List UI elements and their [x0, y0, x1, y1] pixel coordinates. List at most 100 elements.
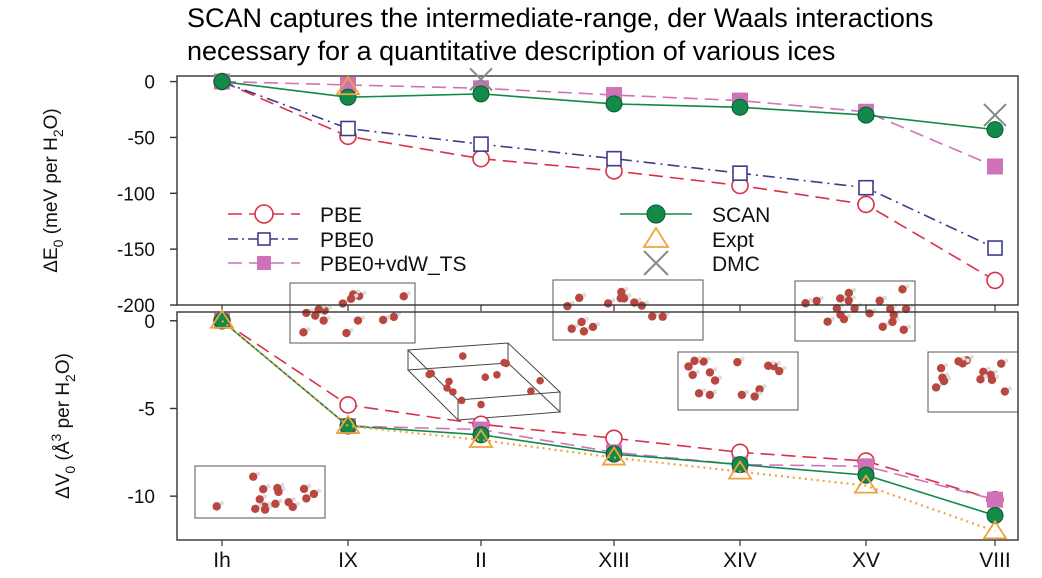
data-point [857, 106, 875, 124]
hydrogen-atom [637, 297, 642, 302]
series-expt [209, 309, 1008, 540]
series-expt [335, 75, 361, 96]
oxygen-atom [443, 384, 451, 392]
hydrogen-atom [830, 316, 835, 321]
oxygen-atom [353, 316, 363, 325]
hydrogen-atom [943, 362, 949, 368]
oxygen-atom [705, 368, 715, 377]
data-point [731, 98, 749, 116]
oxygen-atom [764, 361, 773, 370]
y-tick-label: -10 [128, 487, 155, 508]
y-axis-label-part: 2 [50, 129, 66, 137]
oxygen-atom [563, 301, 572, 311]
hydrogen-atom [986, 366, 991, 371]
oxygen-atom [399, 292, 408, 301]
hydrogen-atom [291, 496, 296, 502]
hydrogen-atom [905, 284, 910, 289]
oxygen-atom [844, 288, 854, 298]
oxygen-atom [342, 328, 351, 338]
hydrogen-atom [262, 494, 267, 499]
series-line [221, 319, 996, 533]
oxygen-atom [603, 299, 613, 308]
oxygen-atom [850, 304, 859, 313]
x-tick-label: XIII [598, 549, 630, 572]
hydrogen-atom [306, 483, 312, 489]
oxygen-atom [832, 304, 841, 313]
oxygen-atom [684, 362, 693, 371]
hydrogen-atom [1003, 358, 1009, 363]
x-tick-label: VIII [979, 549, 1011, 572]
oxygen-atom [936, 363, 946, 373]
hydrogen-atom [701, 388, 707, 393]
oxygen-atom [878, 322, 887, 331]
hydrogen-atom [776, 360, 781, 366]
oxygen-atom [899, 325, 908, 334]
hydrogen-atom [965, 358, 970, 363]
oxygen-atom [579, 327, 589, 336]
hydrogen-atom [327, 305, 332, 310]
oxygen-atom [255, 495, 264, 504]
hydrogen-atom [280, 482, 285, 488]
ice-structure-inset [194, 465, 326, 519]
oxygen-atom [699, 357, 708, 366]
oxygen-atom [996, 359, 1006, 368]
oxygen-atom [302, 494, 311, 503]
series-dmc [469, 67, 1007, 127]
oxygen-atom [898, 285, 907, 294]
hydrogen-atom [846, 313, 852, 319]
ice-structure-inset [927, 351, 1019, 413]
oxygen-atom [299, 484, 309, 494]
hydrogen-atom [355, 289, 361, 294]
legend-label: Expt [712, 229, 754, 252]
data-point [472, 149, 490, 168]
y-axis-label-part: O) [53, 353, 74, 374]
oxygen-atom [284, 497, 293, 507]
oxygen-atom [888, 317, 897, 327]
oxygen-atom [311, 311, 320, 320]
hydrogen-atom [385, 314, 391, 320]
legend-marker [254, 204, 274, 224]
legend-label: PBE [320, 204, 362, 227]
oxygen-atom [536, 376, 544, 385]
y-tick-label: -150 [117, 240, 155, 261]
hydrogen-atom [994, 374, 1000, 380]
hydrogen-atom [360, 315, 366, 320]
data-point [983, 103, 1007, 127]
hydrogen-atom [219, 501, 224, 506]
oxygen-atom [986, 370, 995, 380]
hydrogen-atom [570, 300, 575, 306]
oxygen-atom [694, 389, 704, 398]
hydrogen-atom [771, 360, 776, 365]
oxygen-atom [865, 309, 874, 318]
x-tick-label: IX [338, 549, 358, 572]
hydrogen-atom [295, 501, 300, 507]
hydrogen-atom [353, 293, 359, 298]
ice-structure-inset [289, 282, 416, 344]
data-point [335, 75, 361, 96]
hydrogen-atom [574, 323, 579, 328]
data-point [606, 150, 622, 167]
oxygen-atom [248, 472, 258, 481]
hydrogen-atom [624, 286, 629, 292]
oxygen-atom [588, 322, 598, 332]
oxygen-atom [875, 296, 884, 305]
oxygen-atom [493, 370, 501, 379]
x-tick-label: II [475, 549, 487, 572]
oxygen-atom [954, 357, 963, 366]
oxygen-atom [901, 304, 911, 314]
y-tick-label: -200 [117, 296, 155, 317]
hydrogen-atom [349, 327, 354, 333]
oxygen-atom [425, 370, 434, 379]
hydrogen-atom [595, 321, 601, 327]
x-tick-label: Ih [213, 549, 231, 572]
legend-marker [643, 250, 669, 276]
ice-structure-insets [194, 279, 1019, 519]
hydrogen-atom [267, 504, 273, 509]
oxygen-atom [389, 312, 398, 322]
data-point [605, 429, 623, 448]
oxygen-atom [477, 400, 485, 409]
oxygen-atom [619, 294, 629, 303]
y-tick-label: -5 [138, 399, 155, 420]
oxygen-atom [567, 324, 576, 333]
